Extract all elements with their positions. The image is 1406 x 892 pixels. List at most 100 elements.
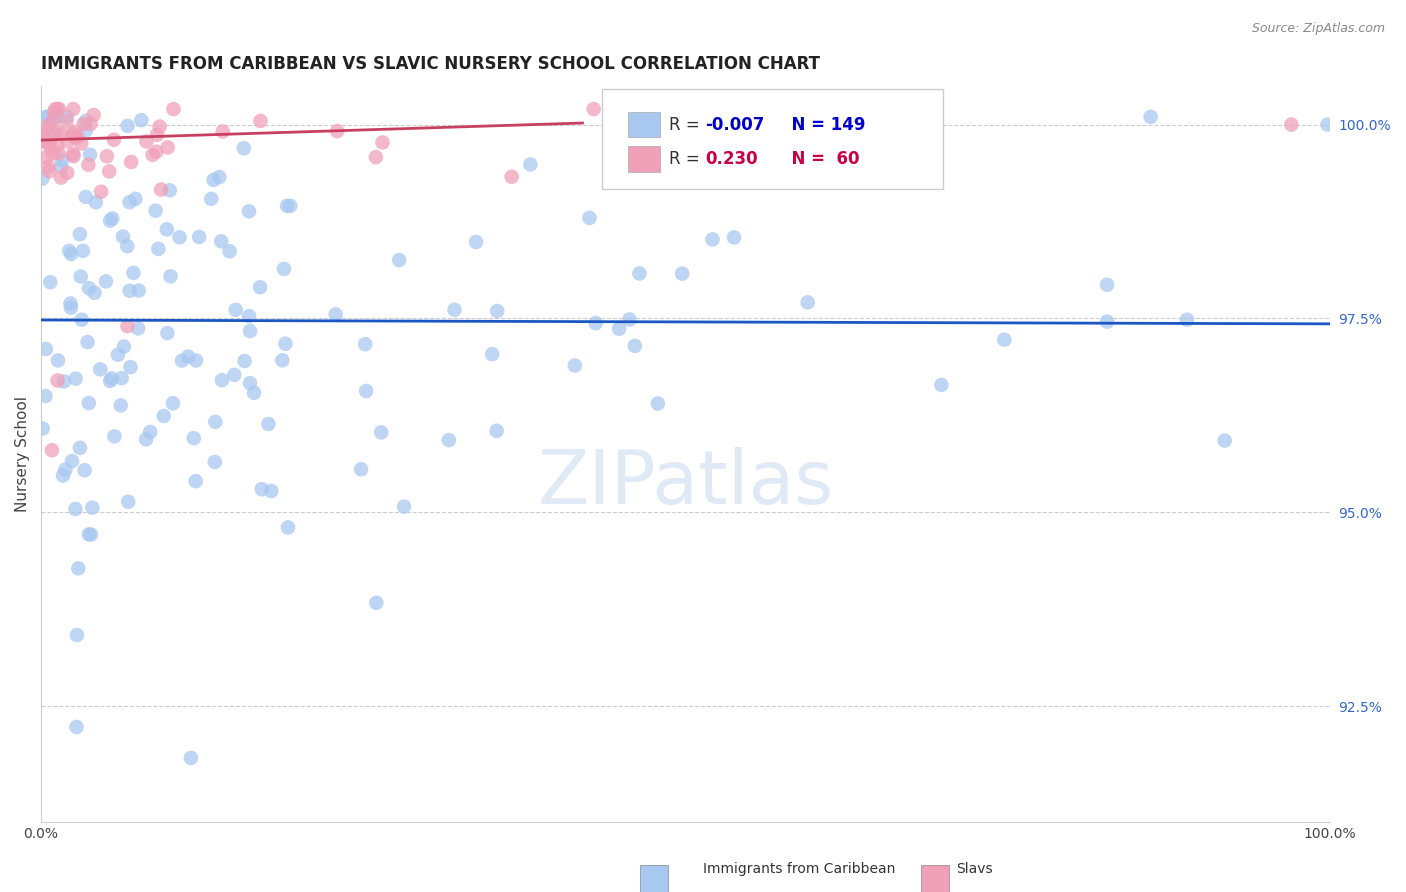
Point [204,455,226,469]
Point [145,203,167,218]
Point [162,396,184,410]
Point [51,160,73,174]
Point [122,266,145,280]
Point [177,350,200,364]
Point [239,376,262,390]
Point [34,151,56,165]
Point [599,129,621,144]
Text: R =: R = [669,116,704,134]
Point [159,183,181,197]
Point [184,474,207,488]
Point [35,342,58,356]
Point [52,375,75,389]
Point [1316,118,1339,132]
Point [148,242,170,256]
Point [239,324,262,338]
Point [233,354,256,368]
Point [98,374,121,388]
Point [56,110,79,124]
Point [152,409,174,423]
Point [370,425,392,440]
Point [56,166,79,180]
FancyBboxPatch shape [627,112,659,137]
Point [1213,434,1236,448]
Text: Source: ZipAtlas.com: Source: ZipAtlas.com [1251,22,1385,36]
Point [131,113,153,128]
Point [392,500,415,514]
Point [117,119,139,133]
Point [249,280,271,294]
Point [238,309,260,323]
Point [208,170,231,185]
Point [62,102,84,116]
Point [519,157,541,171]
Point [82,500,104,515]
Point [75,190,97,204]
Point [69,269,91,284]
Point [273,262,295,277]
Point [578,211,600,225]
Point [70,136,93,151]
Point [44,102,66,116]
Point [65,125,87,139]
Point [326,124,349,138]
Point [44,105,66,120]
Point [48,146,70,161]
Point [45,125,67,139]
Point [354,337,377,351]
Point [481,347,503,361]
Point [41,146,63,161]
Point [366,596,388,610]
Point [202,173,225,187]
Point [35,110,58,124]
Point [70,312,93,326]
Point [224,368,246,382]
Point [1139,110,1161,124]
Point [55,463,77,477]
Point [142,148,165,162]
Point [169,230,191,244]
Point [1095,315,1118,329]
Point [52,468,75,483]
Point [58,244,80,258]
Point [89,362,111,376]
Point [225,302,247,317]
Point [371,136,394,150]
Point [111,371,134,385]
Point [354,384,377,398]
Point [107,348,129,362]
Point [59,296,82,310]
Point [257,417,280,431]
Text: N = 149: N = 149 [780,116,865,134]
Point [1279,118,1302,132]
Point [62,149,84,163]
Point [31,128,53,142]
Point [211,373,233,387]
Point [274,336,297,351]
Point [51,153,73,168]
Point [45,110,67,124]
Point [35,124,58,138]
Point [38,139,60,153]
Point [156,140,179,154]
Point [45,110,67,124]
Point [188,230,211,244]
Point [619,312,641,326]
Point [111,229,134,244]
Point [702,232,724,246]
Point [564,359,586,373]
Point [156,222,179,236]
Point [443,302,465,317]
Text: N =  60: N = 60 [780,151,859,169]
Point [135,135,157,149]
Point [271,353,294,368]
Point [39,275,62,289]
Point [56,135,79,149]
Point [46,138,69,153]
Point [112,340,135,354]
Point [350,462,373,476]
Point [146,128,169,142]
Point [183,431,205,445]
Point [249,114,271,128]
Point [277,520,299,534]
